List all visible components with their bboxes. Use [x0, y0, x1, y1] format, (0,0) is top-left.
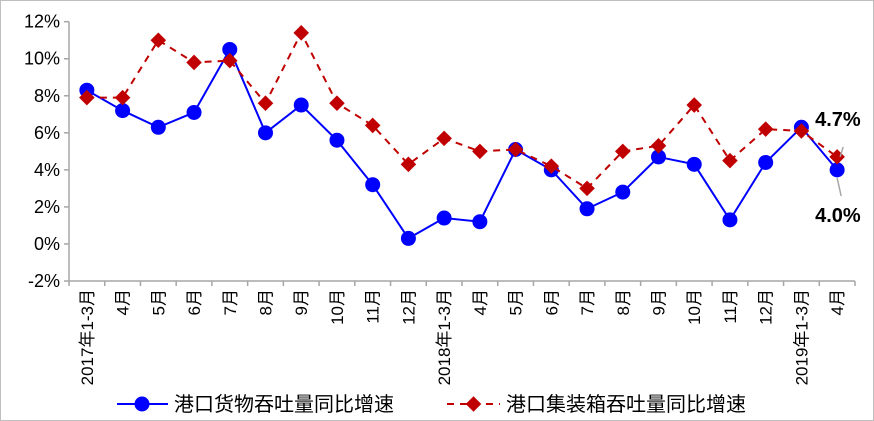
data-point-container [507, 141, 524, 158]
legend-marker-container [465, 396, 482, 412]
x-tick-label: 6月 [185, 289, 204, 315]
data-label-cargo-last: 4.0% [815, 205, 861, 227]
y-tick-label: 0% [34, 234, 60, 254]
x-tick-label: 7月 [578, 289, 597, 315]
data-point-cargo [186, 104, 202, 120]
data-point-container [114, 89, 131, 106]
y-tick-label: 4% [34, 160, 60, 180]
data-point-container [329, 95, 345, 111]
data-point-container [186, 54, 202, 71]
x-tick-label: 8月 [257, 289, 276, 315]
data-point-container [543, 158, 560, 174]
legend-marker-cargo [134, 396, 150, 412]
data-point-container [400, 156, 417, 173]
y-tick-label: 12% [24, 12, 60, 32]
y-tick-label: -2% [28, 271, 60, 291]
data-point-cargo [222, 41, 238, 57]
series-line-1 [86, 30, 838, 190]
x-tick-label: 6月 [542, 289, 561, 315]
y-tick-label: 6% [34, 123, 60, 143]
y-tick-label: 2% [34, 197, 60, 217]
data-point-cargo [686, 156, 702, 172]
data-point-container [257, 95, 274, 111]
data-point-container [472, 143, 488, 160]
data-point-cargo [365, 177, 381, 193]
data-point-container [722, 152, 738, 169]
data-point-container [221, 52, 238, 69]
x-tick-label: 4月 [828, 289, 847, 315]
data-point-cargo [579, 201, 595, 217]
data-point-cargo [472, 214, 488, 230]
x-tick-label: 2019年1-3月 [792, 289, 811, 385]
data-point-cargo [758, 154, 774, 170]
x-tick-label: 8月 [614, 289, 633, 315]
data-point-container [436, 130, 452, 147]
x-tick-label: 11月 [364, 289, 383, 324]
data-point-cargo [115, 103, 131, 119]
x-tick-label: 5月 [149, 289, 168, 315]
data-point-cargo [436, 210, 452, 226]
x-tick-label: 7月 [221, 289, 240, 315]
legend-label-container: 港口集装箱吞吐量同比增速 [506, 393, 746, 416]
data-label-container-last: 4.7% [815, 109, 861, 131]
x-tick-label: 5月 [507, 289, 526, 315]
x-tick-label: 12月 [399, 289, 418, 325]
x-tick-label: 9月 [292, 289, 311, 315]
data-point-cargo [293, 97, 309, 113]
x-tick-label: 9月 [650, 289, 669, 315]
data-point-container [650, 138, 667, 154]
x-tick-label: 12月 [757, 289, 776, 325]
data-point-container [579, 180, 595, 197]
data-point-cargo [400, 230, 416, 246]
x-tick-label: 4月 [471, 289, 490, 315]
data-point-container [293, 25, 310, 41]
data-point-cargo [722, 212, 738, 228]
x-tick-label: 11月 [721, 289, 740, 324]
series-line-0 [86, 47, 838, 240]
y-tick-label: 8% [34, 86, 60, 106]
data-point-cargo [615, 184, 631, 200]
data-point-container [79, 89, 95, 106]
x-tick-label: 2017年1-3月 [78, 289, 97, 385]
x-tick-label: 2018年1-3月 [435, 289, 454, 385]
leader-line [836, 177, 842, 197]
x-tick-label: 10月 [685, 289, 704, 325]
data-point-container [614, 143, 631, 160]
y-tick-label: 10% [24, 49, 60, 69]
data-point-cargo [329, 132, 345, 148]
x-tick-label: 10月 [328, 289, 347, 325]
data-point-cargo [150, 119, 166, 135]
leader-line [839, 146, 844, 158]
data-point-cargo [258, 125, 273, 141]
x-tick-label: 4月 [114, 289, 133, 315]
data-point-cargo [829, 162, 845, 178]
legend-label-cargo: 港口货物吞吐量同比增速 [174, 393, 394, 416]
data-point-cargo [651, 149, 666, 165]
data-point-container [150, 32, 167, 48]
